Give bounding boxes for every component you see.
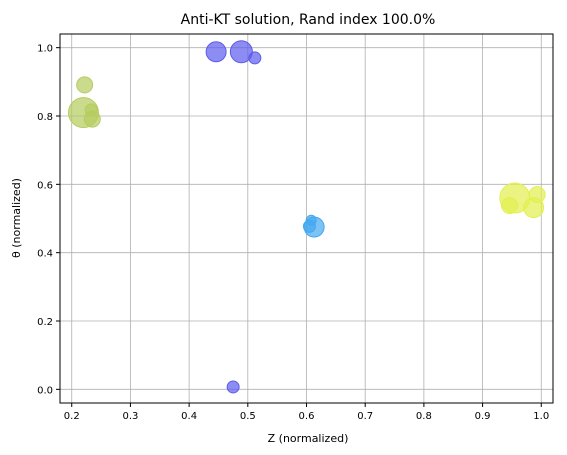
y-tick-label: 0.8 — [37, 112, 53, 123]
y-tick-label: 0.2 — [37, 317, 53, 328]
x-axis-label: Z (normalized) — [268, 432, 349, 445]
scatter-point — [501, 197, 519, 215]
scatter-point — [226, 380, 240, 394]
y-tick-label: 0.6 — [37, 180, 53, 191]
scatter-point — [523, 197, 545, 219]
scatter-point — [248, 51, 262, 65]
x-tick-label: 0.7 — [357, 411, 373, 422]
y-tick-label: 1.0 — [37, 44, 53, 55]
x-tick-label: 0.8 — [416, 411, 432, 422]
x-tick-label: 1.0 — [533, 411, 549, 422]
y-axis-ticks: 0.0 0.2 0.4 0.6 0.8 1.0 — [37, 44, 60, 396]
x-tick-label: 0.6 — [299, 411, 315, 422]
x-tick-label: 0.2 — [64, 411, 80, 422]
x-tick-label: 0.3 — [122, 411, 138, 422]
scatter-point — [229, 40, 253, 64]
data-points — [67, 40, 546, 394]
x-tick-label: 0.5 — [240, 411, 256, 422]
chart-title: Anti-KT solution, Rand index 100.0% — [181, 12, 436, 28]
x-tick-label: 0.9 — [475, 411, 491, 422]
y-tick-label: 0.0 — [37, 385, 53, 396]
scatter-point — [205, 41, 227, 63]
scatter-point — [83, 110, 101, 128]
scatter-point — [303, 216, 325, 238]
y-tick-label: 0.4 — [37, 249, 53, 260]
x-axis-ticks: 0.2 0.3 0.4 0.5 0.6 0.7 0.8 0.9 1.0 — [64, 403, 549, 422]
x-tick-label: 0.4 — [181, 411, 197, 422]
y-axis-label: θ (normalized) — [10, 178, 23, 258]
scatter-point — [76, 76, 94, 94]
